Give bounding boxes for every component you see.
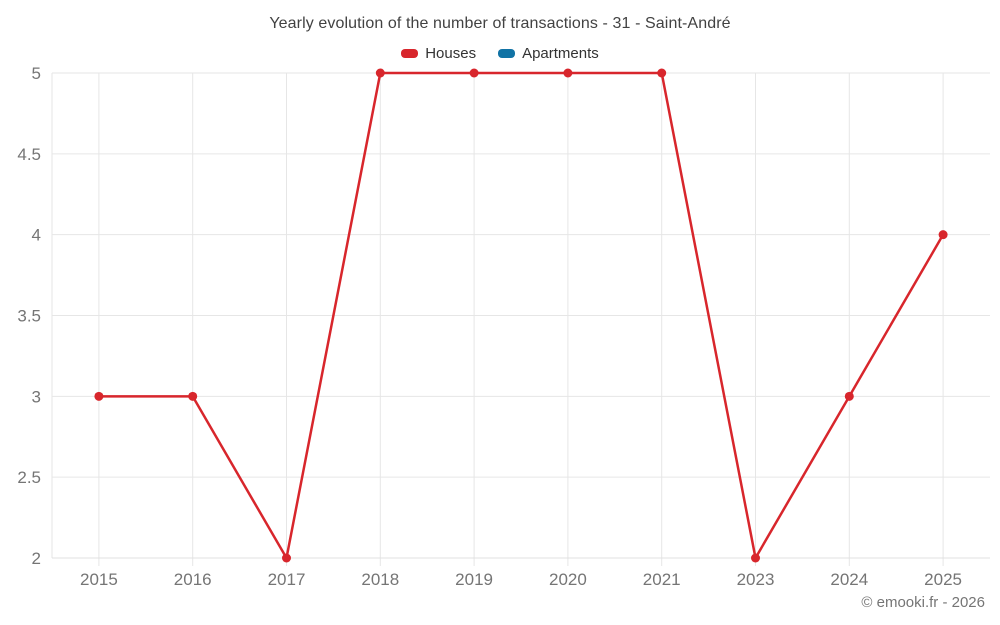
axis-tick-label: 3 (32, 387, 41, 406)
data-point-houses-2023[interactable] (751, 553, 760, 563)
axis-tick-label: 2015 (80, 570, 118, 589)
axis-tick-label: 2021 (643, 570, 681, 589)
legend-label-houses: Houses (425, 45, 477, 62)
axis-tick-label: 4 (32, 226, 41, 245)
axis-tick-label: 2023 (737, 570, 775, 589)
axis-tick-label: 2020 (549, 570, 587, 589)
chart-title: Yearly evolution of the number of transa… (269, 15, 731, 32)
axis-tick-label: 2 (32, 549, 41, 568)
data-point-houses-2015[interactable] (94, 391, 104, 401)
axis-tick-label: 2.5 (17, 468, 41, 487)
axis-tick-label: 5 (32, 64, 41, 83)
legend-label-apartments: Apartments (522, 45, 599, 62)
axis-tick-label: 2024 (830, 570, 868, 589)
legend-item-apartments[interactable]: Apartments (498, 45, 599, 62)
copyright-watermark: © emooki.fr - 2026 (861, 594, 985, 611)
data-point-houses-2020[interactable] (563, 68, 573, 78)
data-point-houses-2021[interactable] (657, 68, 667, 78)
data-point-houses-2017[interactable] (282, 553, 291, 563)
axis-tick-label: 2018 (361, 570, 399, 589)
axis-tick-label: 2019 (455, 570, 493, 589)
houses-series-swatch-icon (401, 49, 419, 58)
axis-tick-label: 2025 (924, 570, 962, 589)
data-point-houses-2024[interactable] (844, 391, 854, 401)
data-point-houses-2018[interactable] (375, 68, 385, 78)
apartments-series-swatch-icon (498, 49, 516, 58)
data-point-houses-2019[interactable] (469, 68, 479, 78)
chart-legend: Houses Apartments (0, 45, 1000, 62)
axis-tick-label: 4.5 (17, 145, 41, 164)
legend-item-houses[interactable]: Houses (401, 45, 476, 62)
axis-tick-label: 3.5 (17, 307, 41, 326)
axis-tick-label: 2017 (268, 570, 306, 589)
data-point-houses-2025[interactable] (938, 230, 948, 240)
series-line-houses (98, 71, 945, 560)
axis-tick-label: 2016 (174, 570, 212, 589)
data-point-houses-2016[interactable] (188, 391, 198, 401)
